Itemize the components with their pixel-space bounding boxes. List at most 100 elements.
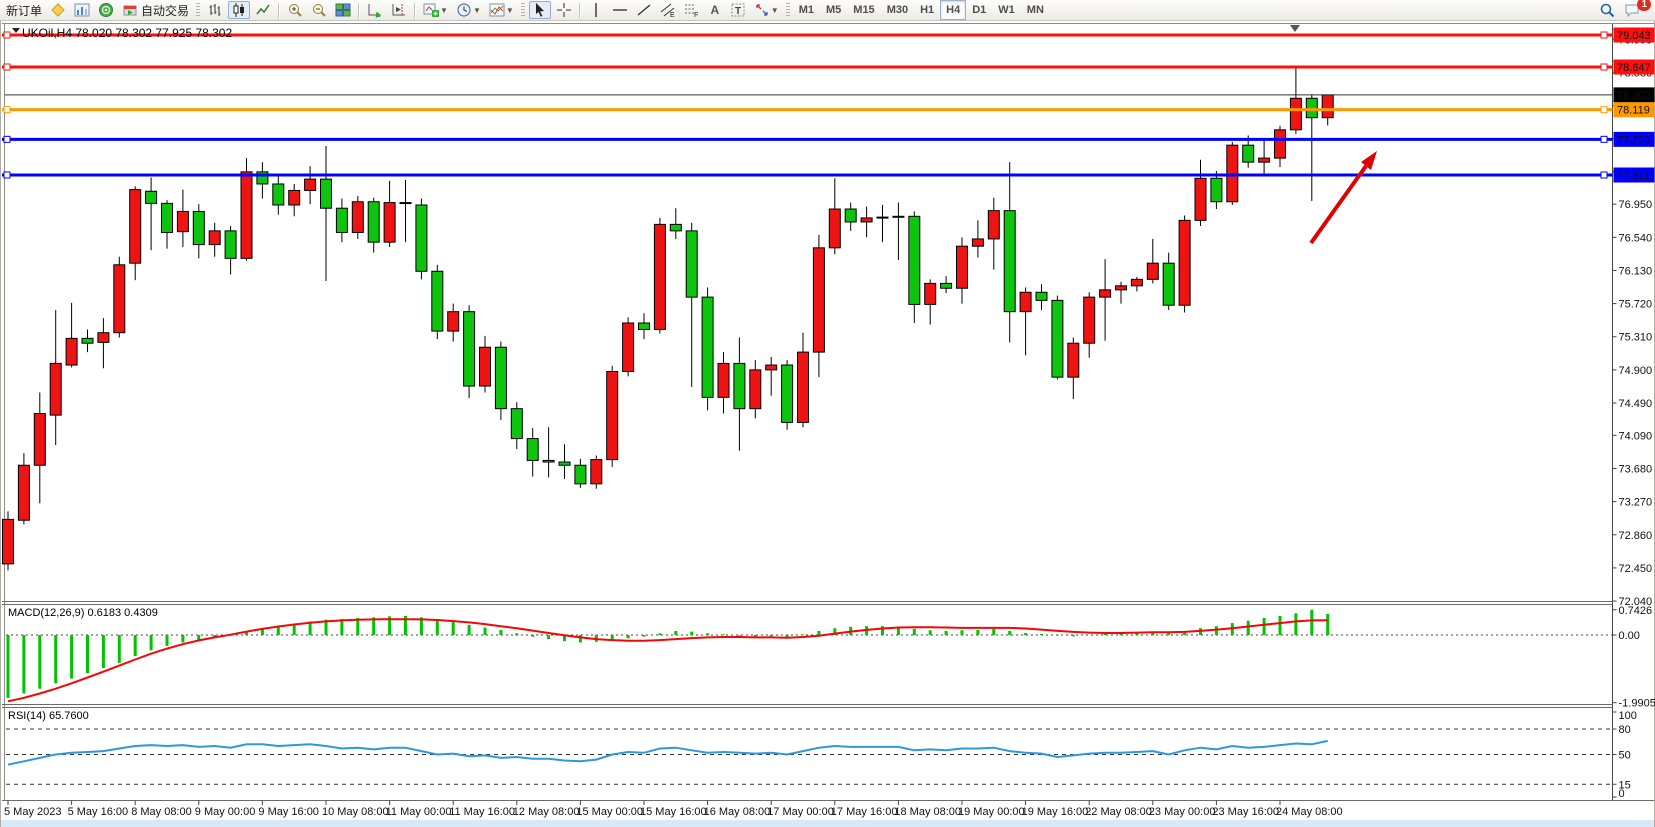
svg-text:11 May 00:00: 11 May 00:00 — [386, 806, 452, 818]
line-handle — [3, 63, 11, 71]
svg-text:17 May 16:00: 17 May 16:00 — [831, 806, 898, 818]
horizontal-line-tool-icon[interactable] — [609, 1, 631, 19]
fibonacci-tool-icon[interactable]: F — [681, 1, 703, 19]
svg-text:77.752: 77.752 — [1617, 134, 1651, 146]
macd-panel: 0.7426 0.00 -1.9905 — [6, 605, 1655, 710]
collapse-triangle-icon — [12, 28, 20, 33]
tile-windows-icon[interactable] — [332, 1, 354, 19]
crosshair-tool-icon[interactable] — [553, 1, 575, 19]
chevron-down-icon: ▼ — [770, 5, 779, 15]
svg-text:78.119: 78.119 — [1617, 105, 1650, 117]
tab-timeframe-MN[interactable]: MN — [1026, 4, 1044, 16]
line-chart-mode-icon[interactable] — [252, 1, 274, 19]
svg-text:24 May 08:00: 24 May 08:00 — [1276, 806, 1343, 818]
tab-timeframe-M30[interactable]: M30 — [886, 4, 909, 16]
svg-text:23 May 16:00: 23 May 16:00 — [1212, 806, 1279, 818]
svg-text:77.311: 77.311 — [1617, 170, 1650, 182]
signals-icon[interactable] — [95, 1, 117, 19]
svg-text:78.647: 78.647 — [1617, 62, 1651, 74]
tab-timeframe-D1[interactable]: D1 — [972, 4, 987, 16]
svg-text:75.720: 75.720 — [1619, 299, 1653, 311]
svg-text:80: 80 — [1619, 724, 1631, 736]
auto-scroll-icon[interactable] — [364, 1, 386, 19]
svg-text:9 May 16:00: 9 May 16:00 — [258, 806, 319, 818]
trendline-tool-icon[interactable] — [633, 1, 655, 19]
chart-canvas[interactable]: 78.99078.58078.17077.76077.35076.95076.5… — [0, 21, 1655, 827]
svg-text:73.270: 73.270 — [1619, 497, 1653, 509]
line-handle — [3, 135, 11, 143]
svg-text:15 May 16:00: 15 May 16:00 — [640, 806, 707, 818]
svg-text:F: F — [694, 12, 698, 18]
svg-text:74.490: 74.490 — [1619, 398, 1653, 410]
periods-button[interactable]: ▼ — [453, 1, 484, 19]
vertical-line-tool-icon[interactable] — [585, 1, 607, 19]
chart-window[interactable]: 78.99078.58078.17077.76077.35076.95076.5… — [0, 21, 1655, 827]
zoom-out-icon[interactable] — [308, 1, 330, 19]
auto-trading-button[interactable]: 自动交易 — [119, 1, 192, 19]
rsi-indicator-label: RSI(14) 65.7600 — [8, 710, 89, 722]
tab-timeframe-W1[interactable]: W1 — [998, 4, 1015, 16]
mql-tag-icon[interactable] — [47, 1, 69, 19]
tab-timeframe-H4[interactable]: H4 — [940, 0, 967, 20]
horizontal-line-objects[interactable] — [2, 31, 1613, 179]
search-icon[interactable] — [1596, 1, 1619, 19]
auto-trading-label: 自动交易 — [141, 3, 190, 18]
toolbar-grip[interactable] — [520, 2, 525, 18]
svg-text:19 May 16:00: 19 May 16:00 — [1022, 806, 1089, 818]
equidistant-channel-tool-icon[interactable]: E — [657, 1, 679, 19]
notification-badge: 1 — [1637, 0, 1651, 11]
svg-text:50: 50 — [1619, 750, 1631, 762]
svg-text:17 May 00:00: 17 May 00:00 — [767, 806, 834, 818]
toolbar-separator — [278, 2, 281, 18]
tab-timeframe-M1[interactable]: M1 — [798, 4, 814, 16]
notifications-button[interactable]: 1 — [1621, 0, 1651, 19]
toolbar-separator — [414, 2, 417, 18]
svg-text:5 May 16:00: 5 May 16:00 — [68, 806, 129, 818]
zoom-in-icon[interactable] — [284, 1, 306, 19]
svg-text:0.7426: 0.7426 — [1619, 605, 1653, 617]
trend-arrow-object[interactable] — [1309, 151, 1377, 245]
svg-text:74.090: 74.090 — [1619, 430, 1653, 442]
svg-text:11 May 16:00: 11 May 16:00 — [449, 806, 515, 818]
market-watch-icon[interactable] — [71, 1, 93, 19]
line-handle — [1600, 63, 1608, 71]
price-badge-group: 79.043 78.647 78.302 78.119 77.752 77.311 — [1613, 27, 1655, 183]
templates-button[interactable]: ▼ — [486, 1, 517, 19]
new-order-button[interactable]: 新订单 — [6, 3, 43, 18]
svg-text:T: T — [735, 6, 741, 17]
toolbar-grip[interactable] — [196, 2, 201, 18]
svg-text:10 May 08:00: 10 May 08:00 — [322, 806, 389, 818]
chevron-down-icon: ▼ — [440, 5, 448, 15]
svg-text:78.302: 78.302 — [1617, 90, 1651, 102]
tab-timeframe-M15[interactable]: M15 — [853, 4, 875, 16]
svg-text:73.680: 73.680 — [1619, 463, 1653, 475]
chart-shift-icon[interactable] — [388, 1, 410, 19]
candlestick-mode-icon[interactable] — [228, 1, 251, 19]
svg-text:16 May 08:00: 16 May 08:00 — [704, 806, 771, 818]
svg-text:75.310: 75.310 — [1619, 332, 1653, 344]
svg-text:0.00: 0.00 — [1619, 630, 1640, 642]
svg-text:12 May 08:00: 12 May 08:00 — [513, 806, 580, 818]
main-toolbar: 新订单 自动交易 — [0, 0, 1655, 21]
date-axis: 5 May 2023 5 May 16:00 8 May 08:00 9 May 00… — [4, 800, 1343, 818]
toolbar-grip[interactable] — [785, 2, 790, 18]
chevron-down-icon: ▼ — [472, 5, 481, 15]
text-tool-icon[interactable]: A — [710, 3, 720, 17]
tab-timeframe-M5[interactable]: M5 — [826, 4, 842, 16]
arrows-tool-icon[interactable]: ▼ — [751, 1, 782, 19]
svg-text:76.130: 76.130 — [1619, 265, 1653, 277]
add-indicator-button[interactable]: ▼ — [420, 1, 451, 19]
svg-text:74.900: 74.900 — [1619, 365, 1653, 377]
chart-frame — [0, 21, 1655, 827]
bar-chart-mode-icon[interactable] — [204, 1, 226, 19]
svg-text:100: 100 — [1619, 710, 1637, 722]
svg-text:15: 15 — [1619, 779, 1631, 791]
timeframe-group: M1 M5 M15 M30 H1 H4 D1 W1 MN — [793, 0, 1050, 20]
tab-timeframe-H1[interactable]: H1 — [920, 4, 935, 16]
title-decorations — [12, 28, 20, 33]
cursor-tool-icon[interactable] — [528, 1, 551, 19]
svg-text:9 May 00:00: 9 May 00:00 — [195, 806, 256, 818]
text-label-tool-icon[interactable]: T — [727, 1, 749, 19]
svg-text:-1.9905: -1.9905 — [1619, 698, 1655, 710]
svg-text:72.450: 72.450 — [1619, 563, 1653, 575]
